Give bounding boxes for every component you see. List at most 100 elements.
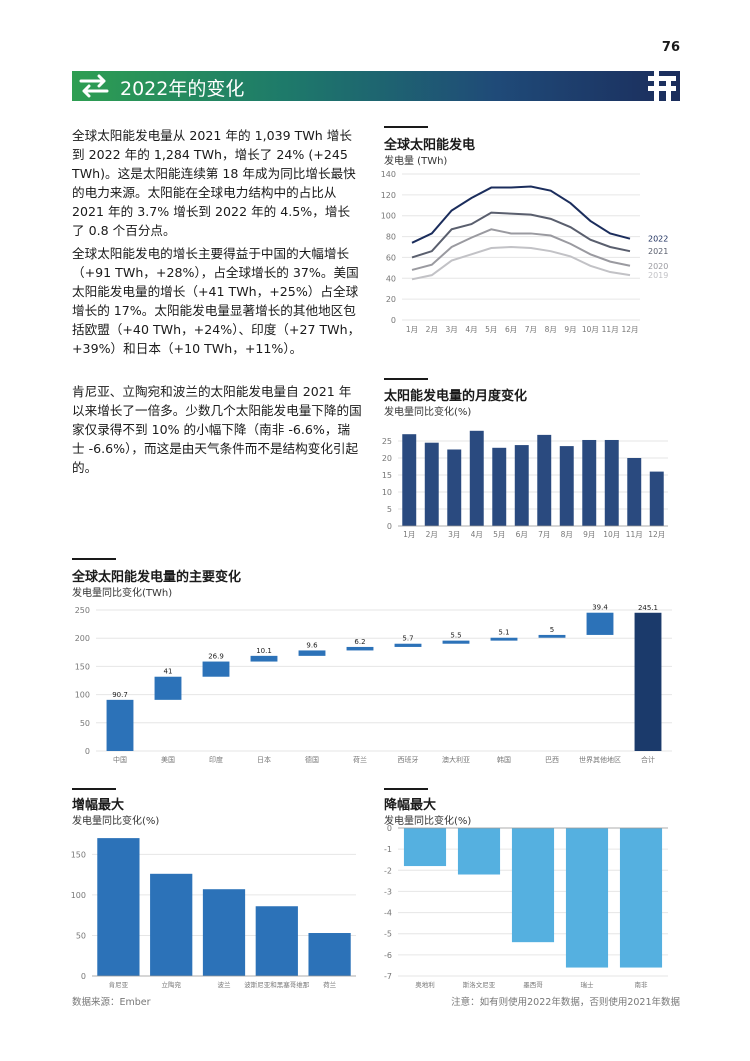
bar-1 xyxy=(154,676,182,700)
x-tick-label: 中国 xyxy=(113,755,127,764)
bar-6 xyxy=(537,434,552,526)
y-tick-label: 25 xyxy=(382,437,392,446)
bar-4 xyxy=(308,933,351,976)
y-tick-label: -3 xyxy=(384,887,392,896)
bar-7 xyxy=(442,640,470,644)
data-label: 5 xyxy=(550,626,554,634)
increase-bar-chart: 0 50 100 150 肯尼亚 立陶宛 波兰 波斯尼亚和黑塞哥维那 荷兰 xyxy=(71,838,356,989)
x-tick-label: 9月 xyxy=(583,530,595,539)
x-tick-label: 德国 xyxy=(305,755,319,764)
x-tick-label: 10月 xyxy=(603,530,620,539)
y-tick-label: 0 xyxy=(391,316,396,325)
bar-9 xyxy=(604,439,619,526)
x-tick-label: 巴西 xyxy=(545,756,559,764)
x-tick-label: 瑞士 xyxy=(581,980,595,989)
footer-source: 数据来源：Ember xyxy=(72,997,151,1008)
series-line-2021 xyxy=(411,211,631,259)
x-tick-label: 12月 xyxy=(648,530,665,539)
y-tick-label: 60 xyxy=(386,253,396,262)
y-tick-label: 10 xyxy=(382,488,392,497)
y-tick-label: -1 xyxy=(384,845,392,854)
decrease-bar-chart: 0 -1 -2 -3 -4 -5 -6 -7 奥地利 斯洛文尼亚 墨西哥 瑞士 南非 xyxy=(384,824,668,989)
bar-5 xyxy=(514,445,529,526)
bar-3 xyxy=(565,828,609,968)
x-tick-label: 墨西哥 xyxy=(523,981,543,989)
y-tick-label: 250 xyxy=(75,606,90,615)
x-tick-label: 立陶宛 xyxy=(161,980,181,989)
x-tick-label: 4月 xyxy=(465,325,477,334)
x-tick-label: 11月 xyxy=(626,530,643,539)
x-tick-label: 西班牙 xyxy=(398,755,419,764)
data-label: 5.5 xyxy=(450,632,461,640)
y-tick-label: 50 xyxy=(80,719,90,728)
bar-3 xyxy=(250,655,278,662)
bar-5 xyxy=(346,646,374,651)
bar-2 xyxy=(202,889,246,976)
data-label: 245.1 xyxy=(638,604,658,612)
banner-title: 2022年的变化 xyxy=(120,78,245,100)
chart1-ylabel: 发电量 (TWh) xyxy=(384,156,448,167)
x-tick-label: 3月 xyxy=(448,530,460,539)
x-tick-label: 5月 xyxy=(485,325,497,334)
bar-7 xyxy=(559,446,574,526)
chart5-title: 降幅最大 xyxy=(384,798,437,813)
bar-3 xyxy=(469,430,484,526)
section-banner: 2022年的变化 xyxy=(72,71,680,101)
chart5-rule xyxy=(384,788,428,790)
y-tick-label: 0 xyxy=(387,522,392,531)
bar-8 xyxy=(490,637,518,641)
footer-note: 注意：如有则使用2022年数据，否则使用2021年数据 xyxy=(451,997,680,1008)
y-tick-label: 120 xyxy=(381,191,396,200)
y-tick-label: 0 xyxy=(81,972,86,981)
x-tick-label: 4月 xyxy=(471,530,483,539)
paragraph-2: 全球太阳能发电的增长主要得益于中国的大幅增长（+91 TWh，+28%），占全球… xyxy=(72,246,361,356)
y-tick-label: 0 xyxy=(85,747,90,756)
data-label: 90.7 xyxy=(112,691,128,699)
monthly-bar-chart: 0 5 10 15 20 25 1月 2月 3月 4月 5月 6月 7月 8月 9月 10月 11月 12月 xyxy=(382,430,668,539)
y-tick-label: 20 xyxy=(386,295,396,304)
bar-8 xyxy=(582,439,597,526)
x-tick-label: 世界其他地区 xyxy=(579,755,621,764)
y-tick-label: 150 xyxy=(71,850,86,859)
chart3-title: 全球太阳能发电量的主要变化 xyxy=(72,570,242,585)
bar-11 xyxy=(634,612,662,751)
data-label: 10.1 xyxy=(256,647,272,655)
bar-0 xyxy=(403,828,447,867)
x-tick-label: 3月 xyxy=(445,325,457,334)
x-tick-label: 南非 xyxy=(635,980,649,989)
data-label: 6.2 xyxy=(354,638,365,646)
data-label: 26.9 xyxy=(208,653,224,661)
chart4-title: 增幅最大 xyxy=(72,798,125,813)
chart3-rule xyxy=(72,558,116,560)
y-tick-label: -5 xyxy=(384,930,392,939)
x-tick-label: 8月 xyxy=(561,530,573,539)
chart4-ylabel: 发电量同比变化(%) xyxy=(72,816,160,827)
bar-0 xyxy=(402,434,417,526)
x-tick-label: 波兰 xyxy=(218,980,232,989)
y-tick-label: 200 xyxy=(75,634,90,643)
bar-1 xyxy=(424,442,439,526)
x-tick-label: 合计 xyxy=(641,755,655,764)
x-tick-label: 荷兰 xyxy=(353,755,367,764)
data-label: 5.7 xyxy=(402,635,413,643)
x-tick-label: 波斯尼亚和黑塞哥维那 xyxy=(244,980,310,989)
x-tick-label: 荷兰 xyxy=(323,980,337,989)
bar-6 xyxy=(394,643,422,647)
y-tick-label: 15 xyxy=(382,471,392,480)
x-tick-label: 6月 xyxy=(516,530,528,539)
x-tick-label: 日本 xyxy=(257,755,271,764)
data-label: 39.4 xyxy=(592,604,608,612)
chart1-title: 全球太阳能发电 xyxy=(384,138,476,153)
x-tick-label: 韩国 xyxy=(497,755,511,764)
x-tick-label: 8月 xyxy=(545,325,557,334)
bar-4 xyxy=(298,650,326,656)
chart1-rule xyxy=(384,126,428,128)
paragraph-3: 肯尼亚、立陶宛和波兰的太阳能发电量自 2021 年以来增长了一倍多。少数几个太阳… xyxy=(72,384,362,475)
y-tick-label: 140 xyxy=(381,170,396,179)
x-tick-label: 10月 xyxy=(582,325,599,334)
bar-0 xyxy=(106,699,134,751)
x-tick-label: 9月 xyxy=(564,325,576,334)
x-tick-label: 6月 xyxy=(505,325,517,334)
x-tick-label: 奥地利 xyxy=(415,980,435,989)
x-tick-label: 肯尼亚 xyxy=(109,980,129,989)
